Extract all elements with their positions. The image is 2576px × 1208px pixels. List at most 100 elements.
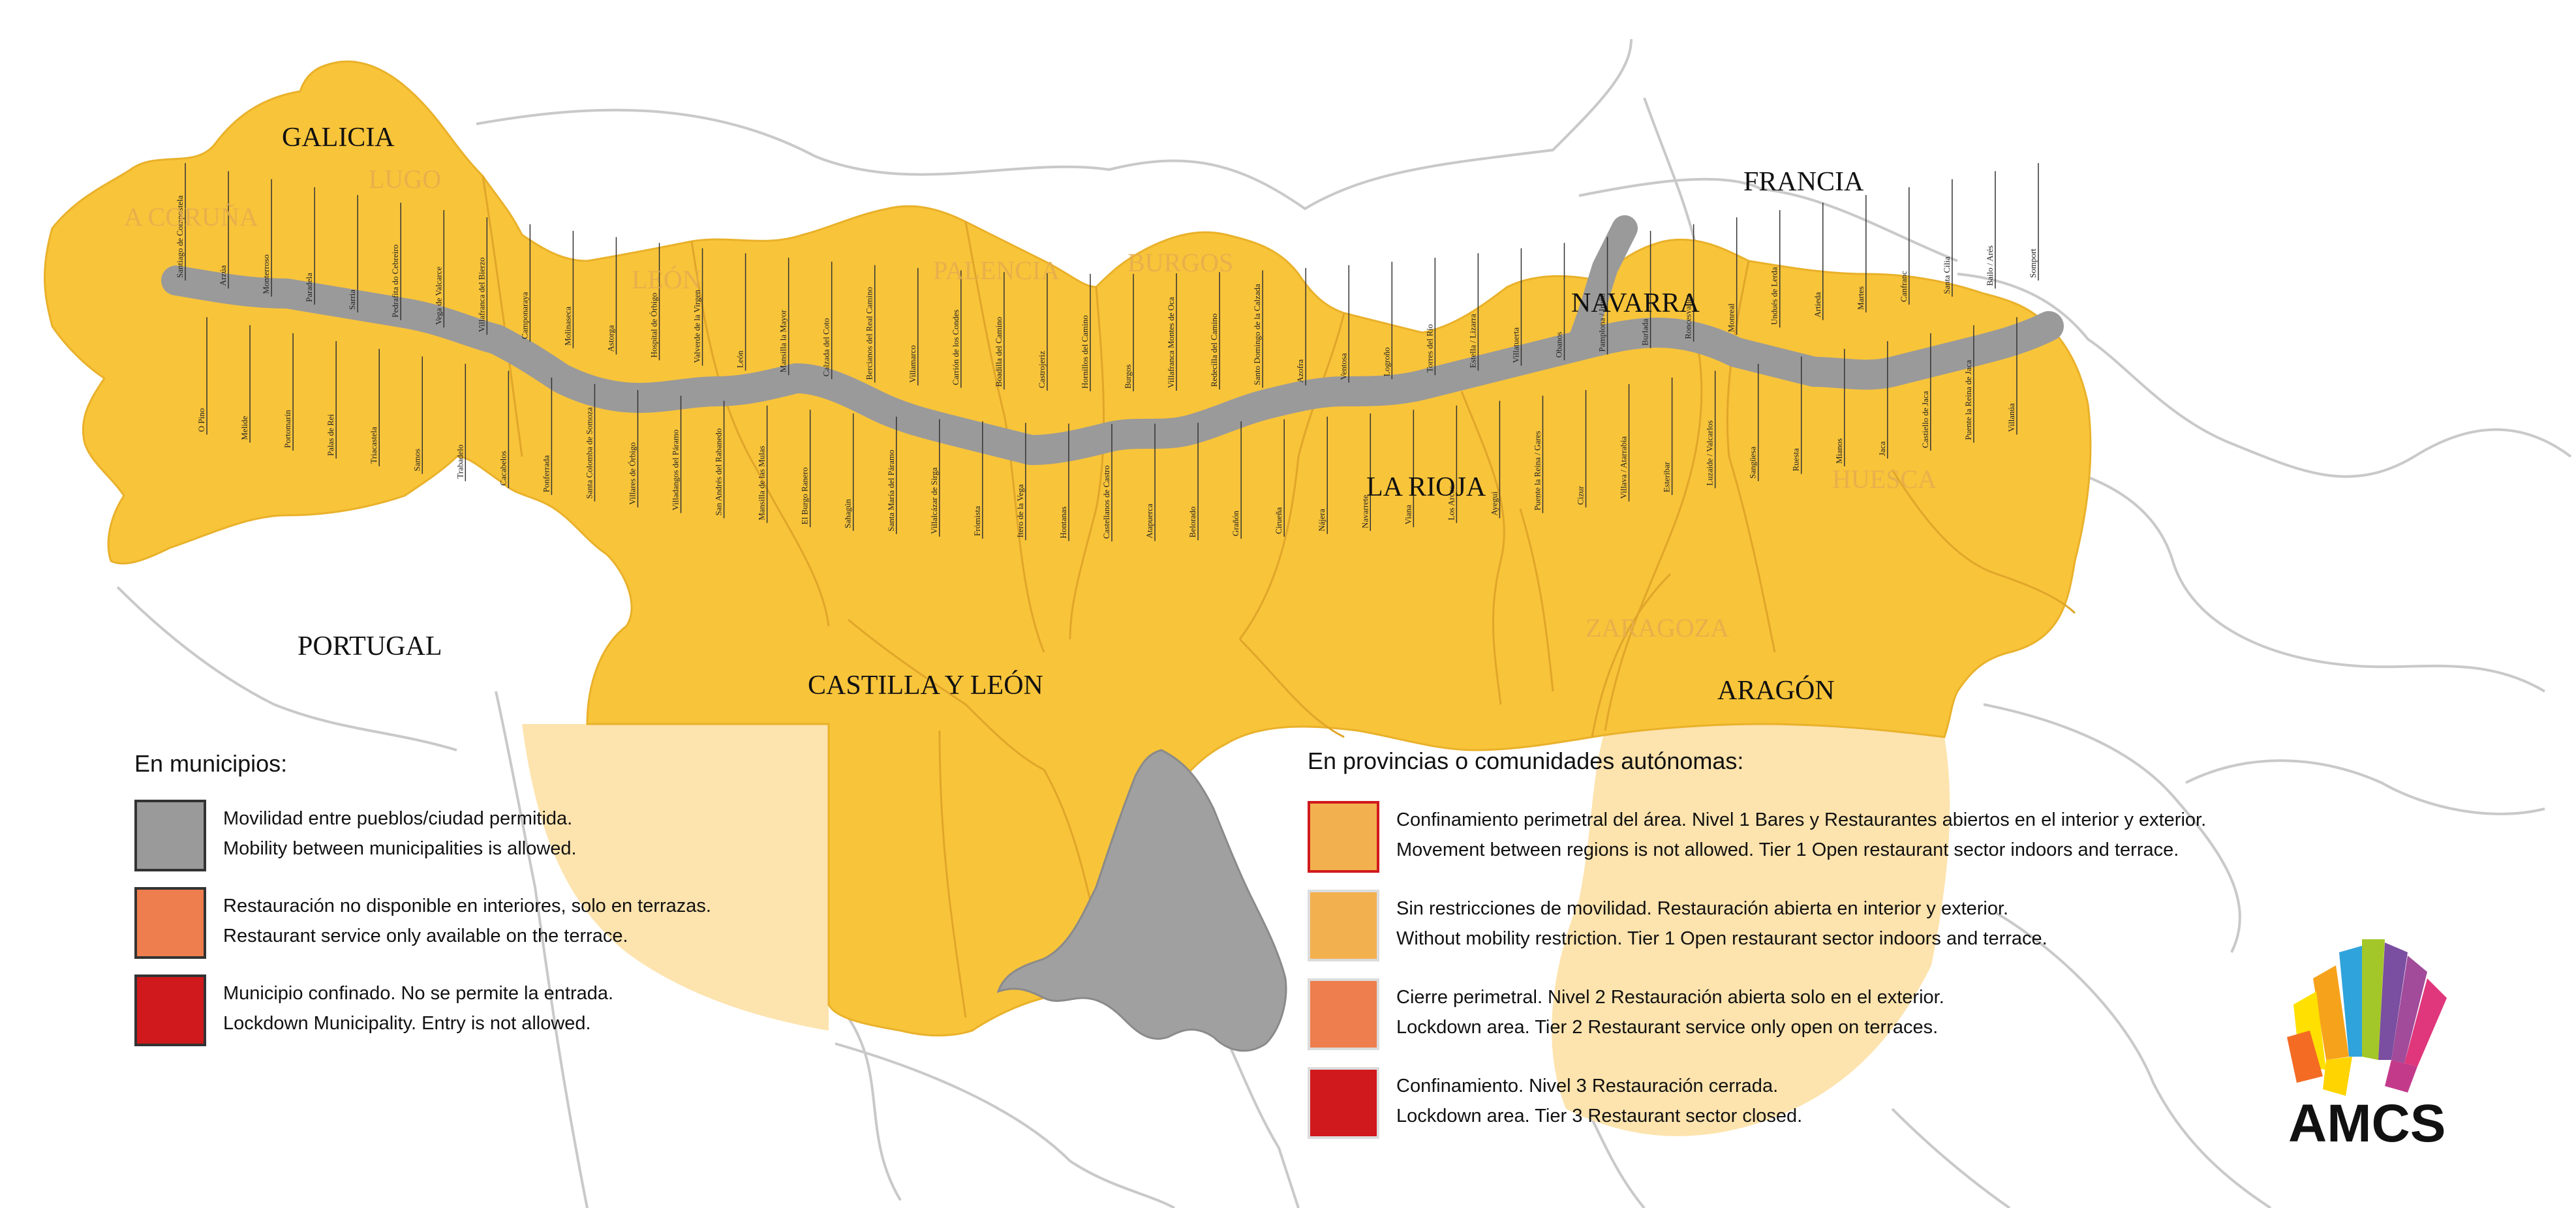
legend-text-es: Municipio confinado. No se permite la en… xyxy=(223,983,614,1004)
logo-text: AMCS xyxy=(2288,1094,2446,1148)
town-label: Sangüesa xyxy=(1748,446,1758,478)
town-label: Mianos xyxy=(1834,438,1844,464)
province-borders xyxy=(482,175,2076,1018)
region-label-aragon: ARAGÓN xyxy=(1717,675,1835,706)
region-label-a-coruna: A CORUÑA xyxy=(124,202,258,232)
region-label-lugo: LUGO xyxy=(369,164,441,194)
light-regions xyxy=(522,723,1950,1136)
legend-swatch-red xyxy=(134,974,206,1046)
town-label: Santa María del Páramo xyxy=(886,450,896,532)
legend-text: Confinamiento. Nivel 3 Restauración cerr… xyxy=(1396,1067,1802,1131)
town-label: Redecilla del Camino xyxy=(1209,314,1219,387)
town-labels: Santiago de Compostela O Pino Arzúa Melide M… xyxy=(175,163,2039,541)
region-label-francia: FRANCIA xyxy=(1743,167,1864,197)
town-label: Cirueña xyxy=(1274,507,1283,534)
legend-text: Movilidad entre pueblos/ciudad permitida… xyxy=(223,800,577,864)
town-label: Burgos xyxy=(1123,365,1133,389)
town-label: Torres del Río xyxy=(1424,324,1434,372)
town-label: Ayegui xyxy=(1489,491,1499,515)
legend-text-en: Movement between regions is not allowed.… xyxy=(1396,839,2179,860)
region-label-zaragoza: ZARAGOZA xyxy=(1586,613,1729,642)
legend-text-es: Cierre perimetral. Nivel 2 Restauración … xyxy=(1396,987,1944,1008)
legend-text-en: Lockdown Municipality. Entry is not allo… xyxy=(223,1013,591,1034)
town-label: Hornillos del Camino xyxy=(1080,315,1090,389)
town-label: Portomarín xyxy=(283,410,292,448)
town-label: Cizur xyxy=(1576,485,1586,505)
town-label: Castellanos de Castro xyxy=(1101,465,1111,539)
town-label: Melide xyxy=(239,416,249,440)
legend-item-perimeter-closure: Cierre perimetral. Nivel 2 Restauración … xyxy=(1308,978,2206,1050)
town-label: Ventosa xyxy=(1338,353,1348,380)
town-label: Puente la Reina / Gares xyxy=(1532,431,1542,511)
town-label: Nájera xyxy=(1317,509,1326,532)
town-label: Martes xyxy=(1856,286,1865,310)
town-label: Estella / Lizarra xyxy=(1467,314,1477,368)
town-label: Hontanas xyxy=(1058,506,1068,538)
town-label: Undués de Lerda xyxy=(1770,267,1779,325)
legend-item-perimeter-confinement: Confinamiento perimetral del área. Nivel… xyxy=(1308,801,2206,873)
town-label: Artieda xyxy=(1813,292,1822,318)
region-label-la-rioja: LA RIOJA xyxy=(1366,472,1486,502)
town-label: Canfranc xyxy=(1899,271,1909,302)
region-label-huesca: HUESCA xyxy=(1832,464,1937,494)
town-label: Roncesvalles xyxy=(1683,294,1693,339)
town-label: Pamplona / Iruña xyxy=(1597,294,1607,352)
town-label: Villamarco xyxy=(908,345,917,383)
town-label: Camponaraya xyxy=(519,292,529,339)
town-label: Itero de la Vega xyxy=(1015,484,1025,537)
region-label-leon: LEÓN xyxy=(632,265,701,294)
town-label: Frómista xyxy=(972,506,982,536)
town-label: Azofra xyxy=(1295,359,1305,383)
town-label: Mansilla de las Mulas xyxy=(757,445,767,520)
town-label: Valverde de la Virgen xyxy=(692,290,702,363)
region-label-burgos: BURGOS xyxy=(1127,248,1233,277)
legend-text-en: Lockdown area. Tier 3 Restaurant sector … xyxy=(1396,1106,1803,1126)
town-label: León xyxy=(735,350,745,368)
legend-swatch-light-orange xyxy=(1308,890,1379,961)
town-label: Hospital de Órbigo xyxy=(649,293,659,358)
town-label: Pedrafita do Cebreiro xyxy=(390,245,400,318)
town-label: Viana xyxy=(1403,505,1413,524)
legend-text-es: Sin restricciones de movilidad. Restaura… xyxy=(1396,898,2009,919)
town-label: Villadangos del Páramo xyxy=(671,429,681,510)
legend-text-en: Without mobility restriction. Tier 1 Ope… xyxy=(1396,928,2047,949)
town-label: Trabadelo xyxy=(455,444,465,478)
town-label: Navarrete xyxy=(1360,494,1370,528)
legend-municipalities: En municipios: Movilidad entre pueblos/c… xyxy=(134,750,711,1062)
town-label: Sahagún xyxy=(843,499,853,528)
town-label: Carrión de los Condes xyxy=(951,310,960,385)
town-label: Boadilla del Camino xyxy=(994,317,1004,387)
town-label: Jaca xyxy=(1877,441,1887,456)
town-label: Palas de Rei xyxy=(326,414,335,456)
town-label: Obanos xyxy=(1554,332,1563,358)
town-label: Atapuerca xyxy=(1144,504,1154,539)
town-label: Cacabelos xyxy=(498,451,508,485)
town-label: Astorga xyxy=(606,325,615,352)
town-label: El Burgo Ranero xyxy=(800,467,810,524)
legend-text: Restauración no disponible en interiores… xyxy=(223,887,711,951)
legend-item-no-restrictions: Sin restricciones de movilidad. Restaura… xyxy=(1308,890,2206,961)
legend-municipalities-title: En municipios: xyxy=(134,750,288,777)
town-label: Molinaseca xyxy=(562,307,572,346)
town-label: Puente la Reina de Jaca xyxy=(1963,360,1973,440)
town-label: Burlada xyxy=(1640,319,1650,346)
region-label-palencia: PALENCIA xyxy=(933,256,1060,285)
legend-text: Cierre perimetral. Nivel 2 Restauración … xyxy=(1396,978,1944,1042)
legend-text: Municipio confinado. No se permite la en… xyxy=(223,974,613,1038)
town-label: Belorado xyxy=(1188,507,1197,538)
town-label: Sarria xyxy=(347,290,357,310)
legend-swatch-orange xyxy=(134,887,206,959)
town-label: Calzada del Coto xyxy=(821,318,831,377)
surrounding-borders xyxy=(116,38,2572,1208)
legend-swatch-red xyxy=(1308,1067,1379,1139)
town-label: Esteribar xyxy=(1662,461,1672,492)
fan-logo-icon xyxy=(2287,939,2447,1096)
town-label: Paradela xyxy=(304,273,314,302)
madrid-region xyxy=(996,749,1287,1052)
region-label-galicia: GALICIA xyxy=(282,123,395,153)
region-label-navarra: NAVARRA xyxy=(1571,288,1700,318)
legend-text-en: Restaurant service only available on the… xyxy=(223,926,628,946)
town-label: Villava / Atarrabia xyxy=(1619,436,1629,499)
town-label: Vega de Valcarce xyxy=(433,267,443,325)
